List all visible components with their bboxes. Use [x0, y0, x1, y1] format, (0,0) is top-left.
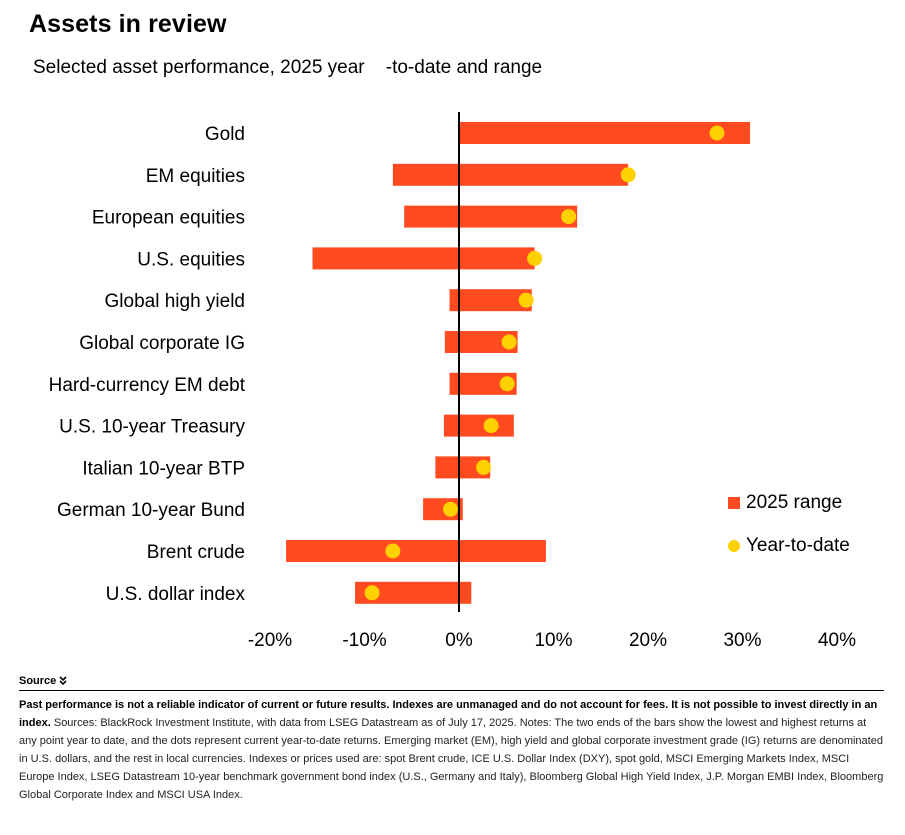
- range-bar: [312, 247, 535, 270]
- x-tick-label: 20%: [629, 630, 667, 651]
- ytd-dot: [518, 292, 534, 308]
- ytd-swatch: [728, 540, 740, 552]
- category-label: European equities: [92, 208, 245, 229]
- x-tick-label: -20%: [248, 630, 292, 651]
- double-chevron-down-icon: [59, 675, 67, 687]
- category-label: German 10-year Bund: [57, 500, 245, 521]
- ytd-dot: [364, 585, 380, 601]
- legend-range-label: 2025 range: [746, 492, 843, 513]
- ytd-dot: [385, 543, 401, 559]
- x-tick-label: 10%: [534, 630, 572, 651]
- category-label: Hard-currency EM debt: [49, 375, 246, 396]
- range-bar: [435, 456, 491, 479]
- ytd-dot: [499, 376, 515, 392]
- range-bar: [404, 205, 578, 228]
- chart-legend: 2025 range Year-to-date: [728, 492, 850, 578]
- category-label: Global high yield: [105, 291, 245, 312]
- chart-title: Assets in review: [29, 10, 227, 38]
- x-tick-label: -10%: [342, 630, 386, 651]
- range-chart: Gold EM equities European equities U.S. equ…: [49, 112, 856, 651]
- legend-ytd-label: Year-to-date: [746, 535, 850, 556]
- category-label: Brent crude: [147, 542, 245, 563]
- sources-notes-text: Sources: BlackRock Investment Institute,…: [19, 717, 884, 801]
- category-label: Italian 10-year BTP: [82, 458, 245, 479]
- range-bar: [444, 331, 518, 353]
- ytd-dot: [527, 250, 543, 266]
- range-bar: [286, 540, 546, 562]
- source-toggle[interactable]: Source: [19, 675, 67, 687]
- legend-item-range: 2025 range: [728, 492, 850, 514]
- range-bar: [392, 163, 629, 186]
- ytd-dot: [709, 125, 725, 141]
- ytd-dot: [561, 209, 577, 225]
- legend-item-ytd: Year-to-date: [728, 535, 850, 557]
- category-label: Gold: [205, 124, 245, 145]
- chart-subtitle: Selected asset performance, 2025 year -t…: [33, 57, 543, 78]
- range-bar: [449, 289, 532, 312]
- category-label: EM equities: [146, 166, 245, 187]
- category-label: U.S. equities: [137, 249, 245, 270]
- category-label: U.S. dollar index: [106, 584, 246, 605]
- category-label: U.S. 10-year Treasury: [59, 417, 245, 438]
- x-tick-label: 30%: [723, 630, 761, 651]
- footer-notes: Past performance is not a reliable indic…: [19, 696, 884, 804]
- range-bar: [459, 122, 751, 144]
- category-label: Global corporate IG: [79, 333, 245, 354]
- range-bar: [443, 414, 514, 437]
- ytd-dot: [483, 418, 499, 434]
- footer-divider: [19, 690, 884, 691]
- ytd-dot: [476, 459, 492, 475]
- ytd-dot: [501, 334, 517, 350]
- x-tick-label: 0%: [445, 630, 473, 651]
- range-bar: [449, 372, 517, 395]
- range-bar: [355, 581, 472, 604]
- disclaimer-text: Past performance is not a reliable indic…: [19, 699, 878, 729]
- range-swatch: [728, 497, 740, 509]
- ytd-dot: [620, 167, 636, 183]
- source-label: Source: [19, 675, 57, 687]
- ytd-dot: [442, 501, 458, 517]
- x-tick-label: 40%: [818, 630, 856, 651]
